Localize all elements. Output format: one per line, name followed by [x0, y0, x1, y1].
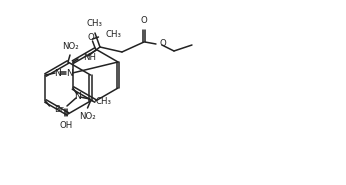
Text: CH₃: CH₃: [106, 29, 121, 38]
Text: N: N: [74, 92, 81, 100]
Text: NH: NH: [83, 53, 96, 61]
Text: NO₂: NO₂: [79, 112, 96, 121]
Text: N: N: [54, 68, 61, 78]
Text: O: O: [140, 16, 147, 25]
Text: OH: OH: [60, 121, 73, 130]
Text: N: N: [66, 68, 73, 78]
Text: Br: Br: [54, 105, 64, 114]
Text: O: O: [87, 33, 94, 41]
Text: CH₃: CH₃: [96, 97, 112, 105]
Text: NO₂: NO₂: [62, 42, 79, 51]
Text: O: O: [160, 38, 167, 48]
Text: CH₃: CH₃: [87, 19, 103, 28]
